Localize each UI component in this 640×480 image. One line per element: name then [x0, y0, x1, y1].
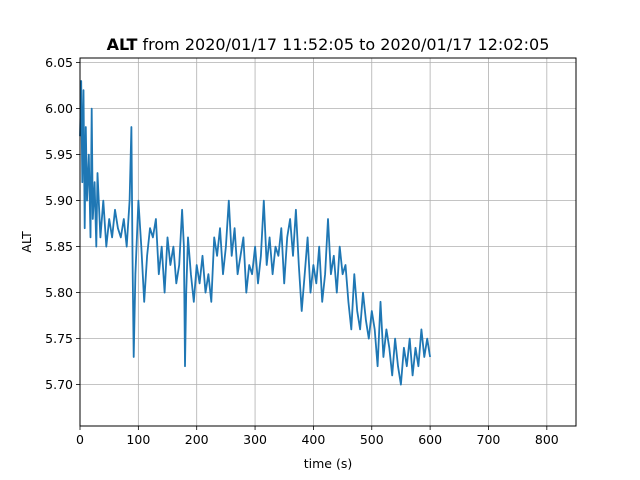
- y-tick-label: 5.75: [45, 331, 73, 346]
- y-axis: 5.70 5.75 5.80 5.85 5.90 5.95 6.00 6.05: [45, 55, 80, 392]
- chart-title-rest: from 2020/01/17 11:52:05 to 2020/01/17 1…: [137, 35, 549, 54]
- x-tick-label: 500: [360, 432, 384, 447]
- x-tick-label: 400: [301, 432, 325, 447]
- x-tick-label: 300: [243, 432, 267, 447]
- chart-title: ALT from 2020/01/17 11:52:05 to 2020/01/…: [107, 35, 550, 54]
- y-tick-label: 5.80: [45, 285, 73, 300]
- y-tick-label: 5.85: [45, 239, 73, 254]
- x-tick-label: 700: [477, 432, 501, 447]
- x-tick-label: 200: [185, 432, 209, 447]
- y-tick-label: 5.90: [45, 193, 73, 208]
- chart-title-bold: ALT: [107, 35, 138, 54]
- y-tick-label: 6.05: [45, 55, 73, 70]
- x-tick-label: 800: [535, 432, 559, 447]
- y-tick-label: 5.95: [45, 147, 73, 162]
- y-tick-label: 6.00: [45, 101, 73, 116]
- x-tick-label: 0: [76, 432, 84, 447]
- series-line: [79, 80, 431, 386]
- y-tick-label: 5.70: [45, 377, 73, 392]
- x-tick-label: 100: [126, 432, 150, 447]
- grid: [79, 58, 576, 426]
- plot-frame: [79, 57, 577, 427]
- x-axis: 0 100 200 300 400 500 600 700 800: [76, 426, 559, 447]
- y-axis-label: ALT: [19, 231, 34, 253]
- x-tick-label: 600: [418, 432, 442, 447]
- x-axis-label: time (s): [304, 456, 352, 471]
- series-layer: [79, 80, 431, 386]
